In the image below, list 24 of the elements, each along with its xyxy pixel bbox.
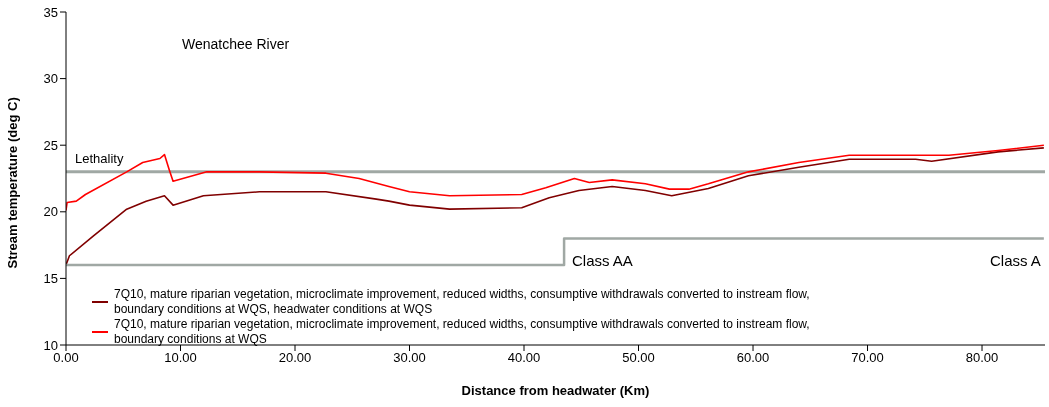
x-tick-label: 70.00	[851, 350, 884, 366]
y-axis-title: Stream temperature (deg C)	[4, 97, 20, 269]
x-tick-label: 40.00	[507, 350, 541, 366]
y-tick-label: 35	[43, 4, 58, 20]
legend-label: 7Q10, mature riparian vegetation, microclimate improvement, reduced widths, consumptive withdrawals converted to instream flow, boundary conditions at WQS	[114, 317, 811, 347]
annotation: Class AA	[572, 252, 633, 269]
line-series	[66, 147, 1045, 266]
x-tick-label: 10.00	[164, 350, 197, 366]
y-tick-label: 15	[43, 271, 58, 287]
x-tick-label: 80.00	[965, 350, 999, 366]
y-tick-label: 30	[43, 71, 58, 87]
x-axis-title: Distance from headwater (Km)	[461, 383, 650, 398]
y-tick-label: 25	[43, 137, 58, 153]
annotation: Class A	[990, 252, 1041, 269]
ref-line-label: Lethality	[75, 150, 124, 166]
x-tick-label: 60.00	[736, 350, 770, 366]
x-tick-label: 30.00	[393, 350, 426, 366]
y-tick-label: 20	[43, 204, 58, 220]
x-tick-label: 20.00	[278, 350, 312, 366]
x-tick-label: 50.00	[622, 350, 655, 366]
annotation: Wenatchee River	[182, 36, 290, 52]
x-tick-label: 0.00	[53, 350, 79, 366]
y-tick-label: 10	[43, 337, 58, 353]
legend-label: 7Q10, mature riparian vegetation, microclimate improvement, reduced widths, consumptive withdrawals converted to instream flow, boundary conditions at WQS, headwater conditions at WQS	[114, 287, 811, 317]
